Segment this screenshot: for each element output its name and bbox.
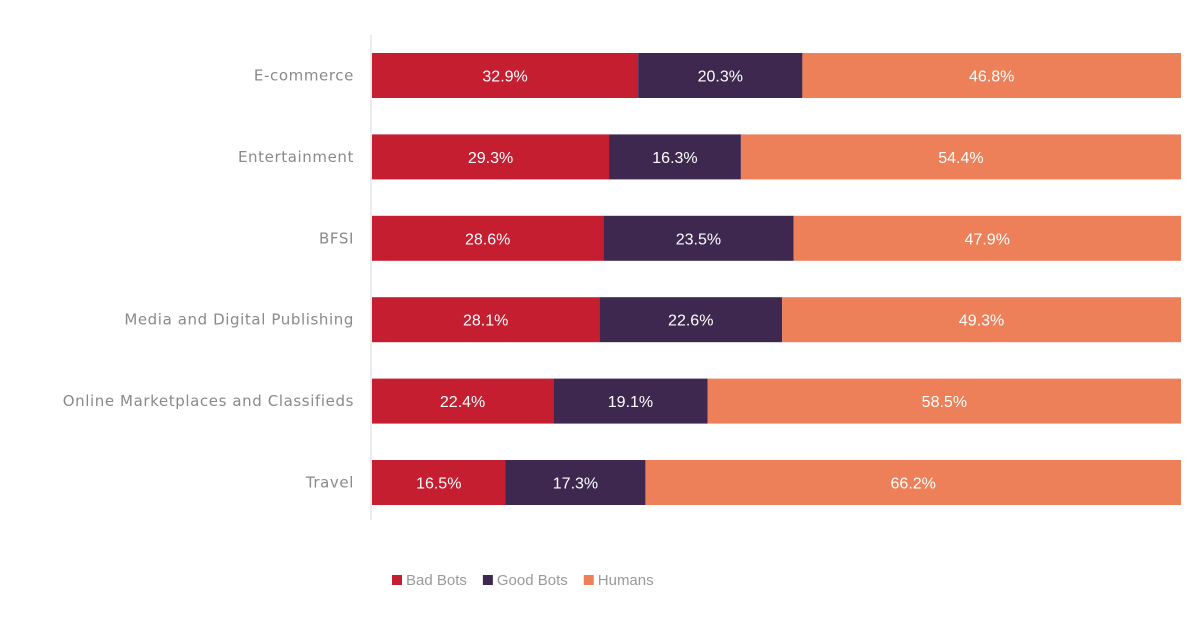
data-label: 66.2% <box>891 476 936 493</box>
legend-swatch <box>482 575 493 585</box>
data-label: 58.5% <box>922 394 967 411</box>
bar-segment-good-bots <box>553 378 708 424</box>
bar-segment-bad-bots <box>372 53 639 98</box>
data-label: 54.4% <box>938 150 983 167</box>
bar-segment-humans <box>782 297 1181 343</box>
data-label: 28.6% <box>465 231 510 248</box>
bar-segment-bad-bots <box>372 134 610 180</box>
category-label: Travel <box>305 474 354 492</box>
bar-segment-bad-bots <box>372 297 600 343</box>
data-label: 22.6% <box>668 313 713 330</box>
category-label: Media and Digital Publishing <box>124 311 354 329</box>
data-label: 29.3% <box>468 150 513 167</box>
legend-label: Bad Bots <box>406 572 467 589</box>
data-label: 47.9% <box>965 231 1010 248</box>
bar-segment-good-bots <box>638 53 803 98</box>
data-label: 46.8% <box>969 69 1014 86</box>
data-label: 49.3% <box>959 313 1004 330</box>
category-label: BFSI <box>319 229 354 247</box>
bar-segment-humans <box>645 460 1181 505</box>
data-label: 19.1% <box>608 394 653 411</box>
bar-segment-humans <box>740 134 1181 180</box>
bar-segment-good-bots <box>609 134 741 180</box>
bar-segment-humans <box>802 53 1181 98</box>
bar-segment-humans <box>707 378 1181 424</box>
category-label: E-commerce <box>254 67 354 85</box>
bar-segment-good-bots <box>599 297 783 343</box>
data-label: 23.5% <box>676 231 721 248</box>
data-label: 17.3% <box>553 476 598 493</box>
legend-label: Humans <box>598 572 654 589</box>
data-label: 28.1% <box>463 313 508 330</box>
bar-segment-bad-bots <box>372 460 506 505</box>
legend-label: Good Bots <box>497 572 568 589</box>
legend-swatch <box>583 575 594 585</box>
category-label: Online Marketplaces and Classifieds <box>63 392 354 410</box>
data-label: 22.4% <box>440 394 485 411</box>
bar-segment-good-bots <box>505 460 646 505</box>
data-label: 16.3% <box>652 150 697 167</box>
category-label: Entertainment <box>238 148 354 166</box>
legend-swatch <box>392 575 402 585</box>
legend: Bad Bots Good Bots Humans <box>392 572 654 589</box>
bars: 32.9% 20.3% 46.8% 29.3% 16.3% 54.4% 28.6% 23.5%… <box>372 53 1181 505</box>
data-label: 20.3% <box>698 69 743 86</box>
data-label: 32.9% <box>482 69 527 86</box>
bar-segment-good-bots <box>603 215 794 261</box>
bar-segment-humans <box>793 215 1181 261</box>
category-labels: E-commerce Entertainment BFSI Media and Dig… <box>63 67 354 492</box>
data-label: 16.5% <box>416 476 461 493</box>
bar-segment-bad-bots <box>372 215 604 261</box>
bar-segment-bad-bots <box>372 378 554 424</box>
